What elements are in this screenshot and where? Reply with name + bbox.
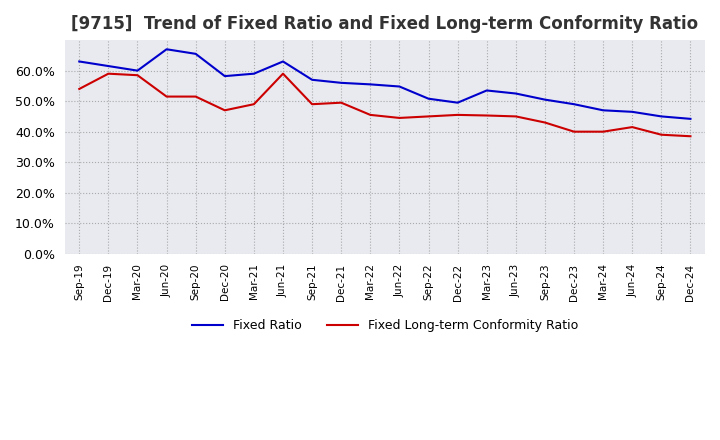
Fixed Long-term Conformity Ratio (75, 86, 84, 92)
Fixed Long-term Conformity Ratio (366, 112, 374, 117)
Fixed Ratio (337, 80, 346, 85)
Fixed Long-term Conformity Ratio (307, 102, 316, 107)
Fixed Ratio (511, 91, 520, 96)
Fixed Long-term Conformity Ratio (541, 120, 549, 125)
Fixed Ratio (541, 97, 549, 102)
Title: [9715]  Trend of Fixed Ratio and Fixed Long-term Conformity Ratio: [9715] Trend of Fixed Ratio and Fixed Lo… (71, 15, 698, 33)
Fixed Ratio (220, 73, 229, 79)
Fixed Ratio (162, 47, 171, 52)
Fixed Ratio (570, 102, 578, 107)
Legend: Fixed Ratio, Fixed Long-term Conformity Ratio: Fixed Ratio, Fixed Long-term Conformity … (186, 314, 583, 337)
Fixed Ratio (686, 116, 695, 121)
Fixed Long-term Conformity Ratio (628, 125, 636, 130)
Fixed Long-term Conformity Ratio (686, 134, 695, 139)
Fixed Ratio (599, 108, 608, 113)
Fixed Long-term Conformity Ratio (104, 71, 113, 76)
Fixed Ratio (366, 82, 374, 87)
Fixed Long-term Conformity Ratio (337, 100, 346, 105)
Fixed Long-term Conformity Ratio (162, 94, 171, 99)
Fixed Ratio (133, 68, 142, 73)
Fixed Ratio (75, 59, 84, 64)
Fixed Long-term Conformity Ratio (570, 129, 578, 134)
Fixed Long-term Conformity Ratio (220, 108, 229, 113)
Fixed Long-term Conformity Ratio (511, 114, 520, 119)
Fixed Long-term Conformity Ratio (133, 73, 142, 78)
Fixed Ratio (279, 59, 287, 64)
Fixed Ratio (307, 77, 316, 82)
Fixed Ratio (424, 96, 433, 101)
Fixed Long-term Conformity Ratio (279, 71, 287, 76)
Fixed Long-term Conformity Ratio (424, 114, 433, 119)
Line: Fixed Ratio: Fixed Ratio (79, 49, 690, 119)
Fixed Ratio (628, 109, 636, 114)
Fixed Long-term Conformity Ratio (657, 132, 666, 137)
Fixed Ratio (657, 114, 666, 119)
Fixed Long-term Conformity Ratio (599, 129, 608, 134)
Fixed Ratio (250, 71, 258, 76)
Fixed Long-term Conformity Ratio (192, 94, 200, 99)
Fixed Ratio (192, 51, 200, 56)
Fixed Ratio (482, 88, 491, 93)
Fixed Long-term Conformity Ratio (482, 113, 491, 118)
Fixed Long-term Conformity Ratio (250, 102, 258, 107)
Fixed Ratio (454, 100, 462, 105)
Fixed Ratio (104, 63, 113, 69)
Fixed Long-term Conformity Ratio (395, 115, 404, 121)
Line: Fixed Long-term Conformity Ratio: Fixed Long-term Conformity Ratio (79, 73, 690, 136)
Fixed Ratio (395, 84, 404, 89)
Fixed Long-term Conformity Ratio (454, 112, 462, 117)
